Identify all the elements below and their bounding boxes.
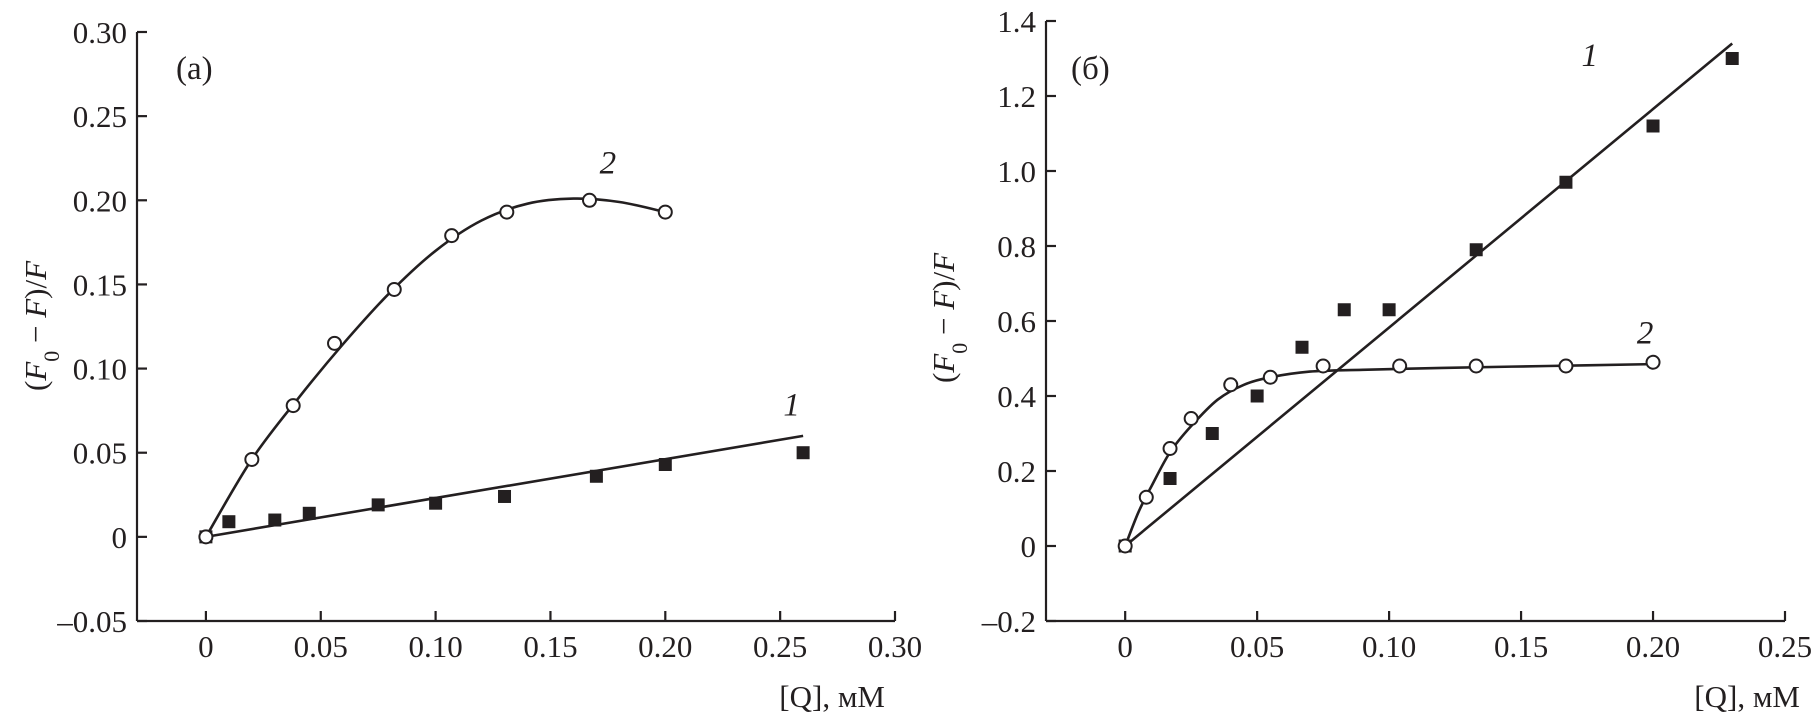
panel-a-series-1-point — [371, 498, 385, 512]
panel-a-series-2-point — [244, 451, 260, 467]
panel-a-x-tick-label: 0.20 — [638, 629, 692, 664]
panel-b-series-1-point — [1725, 52, 1739, 65]
panel-b-series-1-fit-line — [1124, 42, 1734, 548]
panel-b-y-tick-label: 0.8 — [997, 229, 1036, 264]
panel-a-series-2-fit-curve — [204, 197, 666, 538]
panel-b-series-1-point — [1250, 389, 1264, 403]
panel-a-y-tick-label: 0.15 — [73, 267, 127, 302]
panel-b-y-tick-label: 0.6 — [997, 304, 1036, 339]
panel-b-xlabel: [Q], мМ — [1694, 679, 1800, 714]
panel-b-y-tick-label: 1.2 — [997, 79, 1036, 114]
panel-a-series-1-fit-line — [205, 434, 804, 539]
panel-b-y-tick-label: 0.4 — [997, 379, 1036, 414]
panel-a-series-2-point — [285, 398, 301, 414]
panel-a-series-1-point — [498, 489, 512, 503]
panel-a-series-2-point — [444, 228, 460, 244]
panel-b-series-2-point — [1162, 441, 1178, 456]
panel-b-series-1-point — [1382, 303, 1396, 317]
panel-a-series-1-point — [268, 513, 282, 527]
panel-b-series-2-fit-curve — [1123, 362, 1654, 547]
panel-b-series-1-point — [1163, 472, 1177, 485]
panel-b-y-tick-label: 1.0 — [997, 154, 1036, 189]
panel-a-series-2-point — [198, 529, 214, 545]
panel-a-x-tick-label: 0.05 — [294, 629, 348, 664]
panel-a-y-tick-label: 0.25 — [73, 99, 127, 134]
panel-a-series-1-point — [658, 457, 672, 471]
panel-a-label: (а) — [176, 51, 213, 87]
panel-a-x-tick-label: 0.10 — [408, 629, 462, 664]
panel-b-label: (б) — [1071, 51, 1110, 87]
panel-a-y-tick-label: 0.05 — [73, 436, 127, 471]
panel-b-x-tick-label: 0.20 — [1626, 629, 1680, 664]
panel-b-series-2-point — [1558, 358, 1574, 374]
panel-a-x-tick-label: 0.15 — [523, 629, 577, 664]
panel-b-y-tick-label: 0 — [1021, 529, 1037, 564]
panel-a-series-2-label: 2 — [600, 145, 617, 181]
panel-b-series-1-label: 1 — [1581, 38, 1598, 74]
panel-a-y-tick-label: 0.30 — [73, 15, 127, 50]
panel-b-ylabel: (F0 − F)/F — [926, 252, 972, 383]
panel-a-series-2-point — [582, 192, 598, 208]
panel-b-series-2-point — [1315, 358, 1331, 374]
panel-b-series-2-point — [1262, 369, 1278, 385]
panel-b-x-tick-label: 0 — [1117, 629, 1133, 664]
panel-a-series-2-point — [327, 335, 343, 351]
panel-a-series-2-point — [386, 281, 402, 297]
panel-b-series-1-point — [1559, 175, 1573, 189]
panel-b-x-tick-label: 0.05 — [1230, 629, 1284, 664]
panel-a: (а) (F0 − F)/F [Q], мМ –0.05 0 0.05 0.10 0.1… — [18, 15, 922, 714]
panel-b-series-1-point — [1337, 303, 1351, 317]
panel-b-series-2-point — [1117, 538, 1133, 554]
panel-a-series-1-point — [222, 515, 236, 529]
panel-a-y-tick-label: –0.05 — [56, 604, 127, 639]
panel-a-ylabel: (F0 − F)/F — [18, 260, 64, 391]
panel-b-series-2-label: 2 — [1637, 316, 1654, 352]
panel-a-series-2-point — [657, 204, 673, 220]
panel-a-y-tick-label: 0 — [112, 520, 128, 555]
panel-b-x-tick-label: 0.15 — [1494, 629, 1548, 664]
panel-b: (б) (F0 − F)/F [Q], мМ –0.2 0 0.2 0.4 0.6 0.8… — [926, 4, 1812, 714]
panel-a-y-tick-label: 0.10 — [73, 352, 127, 387]
panel-b-series-2-point — [1183, 411, 1199, 426]
panel-a-series-1-point — [302, 506, 316, 520]
panel-b-series-2-point — [1645, 354, 1661, 370]
panel-b-series-1-point — [1646, 119, 1660, 133]
panel-a-series-1-point — [589, 469, 603, 483]
panel-a-series-2-point — [499, 204, 515, 220]
panel-a-series-1-point — [429, 496, 443, 510]
panel-b-y-tick-label: 0.2 — [997, 454, 1036, 489]
panel-a-x-tick-label: 0.25 — [753, 629, 807, 664]
panel-b-series-2-point — [1468, 358, 1484, 374]
panel-a-x-tick-label: 0.30 — [868, 629, 922, 664]
panel-a-series-1-label: 1 — [783, 388, 800, 424]
panel-b-y-tick-label: –0.2 — [981, 604, 1036, 639]
panel-b-series-2-point — [1392, 358, 1408, 374]
panel-a-xlabel: [Q], мМ — [779, 679, 885, 714]
panel-b-series-1-point — [1469, 243, 1483, 257]
panel-a-series-1-point — [796, 446, 810, 460]
panel-b-series-1-point — [1205, 427, 1219, 440]
panel-b-series-2-point — [1138, 489, 1154, 505]
panel-b-series-1-point — [1295, 340, 1309, 354]
panel-b-x-tick-label: 0.10 — [1362, 629, 1416, 664]
panel-b-x-tick-label: 0.25 — [1758, 629, 1812, 664]
panel-b-series-2-point — [1223, 377, 1239, 393]
panel-a-x-tick-label: 0 — [198, 629, 214, 664]
panel-b-y-tick-label: 1.4 — [997, 4, 1036, 39]
panel-a-y-tick-label: 0.20 — [73, 183, 127, 218]
